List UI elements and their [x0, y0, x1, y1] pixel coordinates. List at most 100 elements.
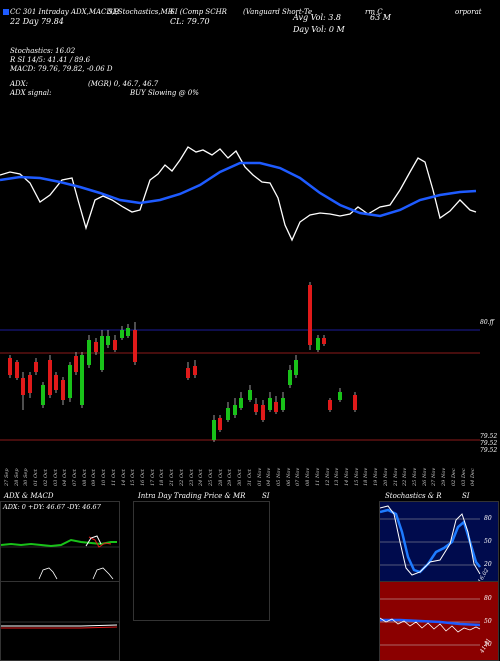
- date-label: 01 Oct: [33, 469, 40, 486]
- date-label: 04 Oct: [62, 469, 69, 486]
- candle-body: [268, 398, 272, 410]
- date-label: 25 Oct: [208, 469, 214, 486]
- candle-body: [338, 392, 342, 400]
- price-label-4: 79.52: [480, 447, 498, 454]
- candle-body: [94, 342, 98, 352]
- candle-body: [294, 360, 298, 375]
- date-label: 24 Oct: [198, 469, 205, 486]
- rsi-lines: [380, 598, 481, 646]
- price-label-1: 80.ff: [480, 319, 494, 326]
- candle-body: [54, 375, 58, 390]
- date-label: 27 Sep: [4, 468, 10, 486]
- mid-panel-title: Intra Day Trading Price & MR: [138, 492, 246, 500]
- date-label: 06 Nov: [285, 467, 292, 486]
- date-label: 02 Dec: [450, 468, 457, 486]
- date-label: 04 Dec: [470, 468, 477, 486]
- header-title-mid: SI,Stochastics,MR: [108, 8, 174, 16]
- brand-square: [3, 9, 9, 15]
- date-label: 03 Oct: [52, 469, 59, 486]
- candle-body: [288, 370, 292, 385]
- date-label: 21 Nov: [392, 467, 399, 486]
- date-label: 18 Oct: [159, 469, 166, 486]
- candle-body: [274, 402, 278, 412]
- candle-body: [316, 338, 320, 350]
- stoch-level-20: 20: [484, 561, 492, 568]
- date-label: 28 Sep: [13, 468, 20, 486]
- candle-body: [126, 328, 130, 336]
- date-label: 30 Sep: [23, 468, 30, 486]
- date-label: 28 Oct: [217, 469, 224, 486]
- price-label-3: 79.52: [480, 440, 498, 447]
- date-label: 19 Nov: [373, 467, 380, 486]
- stochastics-panel: 80 50 20 16.02: [379, 501, 499, 584]
- mid-panel-title2: SI: [262, 492, 270, 500]
- date-label: 13 Nov: [334, 467, 341, 486]
- date-label: 09 Oct: [91, 469, 98, 486]
- price-label-2: 79.52: [480, 433, 498, 440]
- date-label: 26 Nov: [421, 467, 428, 486]
- date-label: 15 Oct: [130, 469, 137, 486]
- date-label: 20 Nov: [382, 467, 389, 486]
- adx-panel-title: ADX & MACD: [4, 492, 54, 500]
- candle-body: [133, 330, 137, 362]
- date-label: 14 Oct: [120, 469, 127, 486]
- avg-volume-unit: 63 M: [370, 13, 391, 22]
- date-label: 17 Oct: [149, 469, 156, 486]
- date-label: 15 Nov: [353, 467, 360, 486]
- adx-values: ADX: 0 +DY: 46.67 -DY: 46.67: [3, 503, 101, 511]
- date-label: 22 Nov: [402, 467, 409, 486]
- price-line: [0, 146, 477, 242]
- candle-body: [239, 398, 243, 408]
- date-label: 31 Oct: [246, 469, 253, 486]
- candle-body: [41, 385, 45, 405]
- adx-lines: [1, 535, 119, 580]
- header-day: 22 Day 79.84: [10, 17, 64, 26]
- date-label: 08 Oct: [81, 469, 88, 486]
- candle-body: [21, 378, 25, 395]
- candle-body: [353, 395, 357, 410]
- main-price-chart: [0, 146, 480, 442]
- candle-body: [28, 375, 32, 393]
- date-label: 01 Nov: [256, 467, 263, 486]
- stoch-lines: [380, 505, 481, 576]
- date-label: 18 Nov: [363, 467, 370, 486]
- date-label: 29 Nov: [441, 467, 448, 486]
- date-label: 30 Oct: [237, 469, 244, 486]
- candlesticks: [8, 282, 357, 442]
- candle-body: [328, 400, 332, 410]
- date-label: 29 Oct: [227, 469, 234, 486]
- rsi-level-50: 50: [484, 618, 492, 625]
- rsi-level-80: 80: [484, 595, 492, 602]
- rsi-panel: 80 50 20 41.41: [379, 581, 499, 661]
- date-label: 22 Oct: [178, 469, 185, 486]
- date-label: 05 Nov: [276, 467, 282, 486]
- candle-body: [113, 340, 117, 350]
- date-label: 07 Nov: [295, 467, 302, 486]
- date-label: 04 Nov: [266, 467, 273, 486]
- header-title-right: (Vanguard Short-Te: [243, 8, 313, 16]
- candle-body: [308, 285, 312, 345]
- date-label: 03 Dec: [460, 468, 467, 486]
- day-volume: Day Vol: 0 M: [293, 25, 345, 34]
- intraday-panel: [133, 501, 270, 621]
- candle-body: [80, 355, 84, 405]
- date-label: 21 Oct: [169, 469, 176, 486]
- stoch-level-80: 80: [484, 515, 492, 522]
- candle-body: [281, 398, 285, 410]
- stochastics-readout: Stochastics: 16.02: [10, 47, 76, 55]
- candle-body: [74, 356, 78, 372]
- moving-average-line: [0, 161, 477, 218]
- avg-volume: Avg Vol: 3.8: [293, 13, 342, 22]
- stoch-rsi-readout: R SI 14/5: 41.41 / 89.6: [10, 56, 91, 64]
- date-label: 08 Nov: [305, 467, 312, 486]
- header-title-left: CC 301 Intraday ADX,MACD,B: [10, 8, 120, 16]
- stoch-panel-title: Stochastics & R: [385, 492, 442, 500]
- candle-body: [248, 390, 252, 400]
- header-title-right2: rm C: [365, 8, 383, 16]
- macd-readout: MACD: 79.76, 79.82, -0.06 D: [10, 65, 113, 73]
- candle-body: [261, 405, 265, 420]
- candle-body: [218, 418, 222, 430]
- stoch-panel-title2: SI: [462, 492, 470, 500]
- macd-panel: [0, 581, 120, 661]
- candle-body: [233, 405, 237, 415]
